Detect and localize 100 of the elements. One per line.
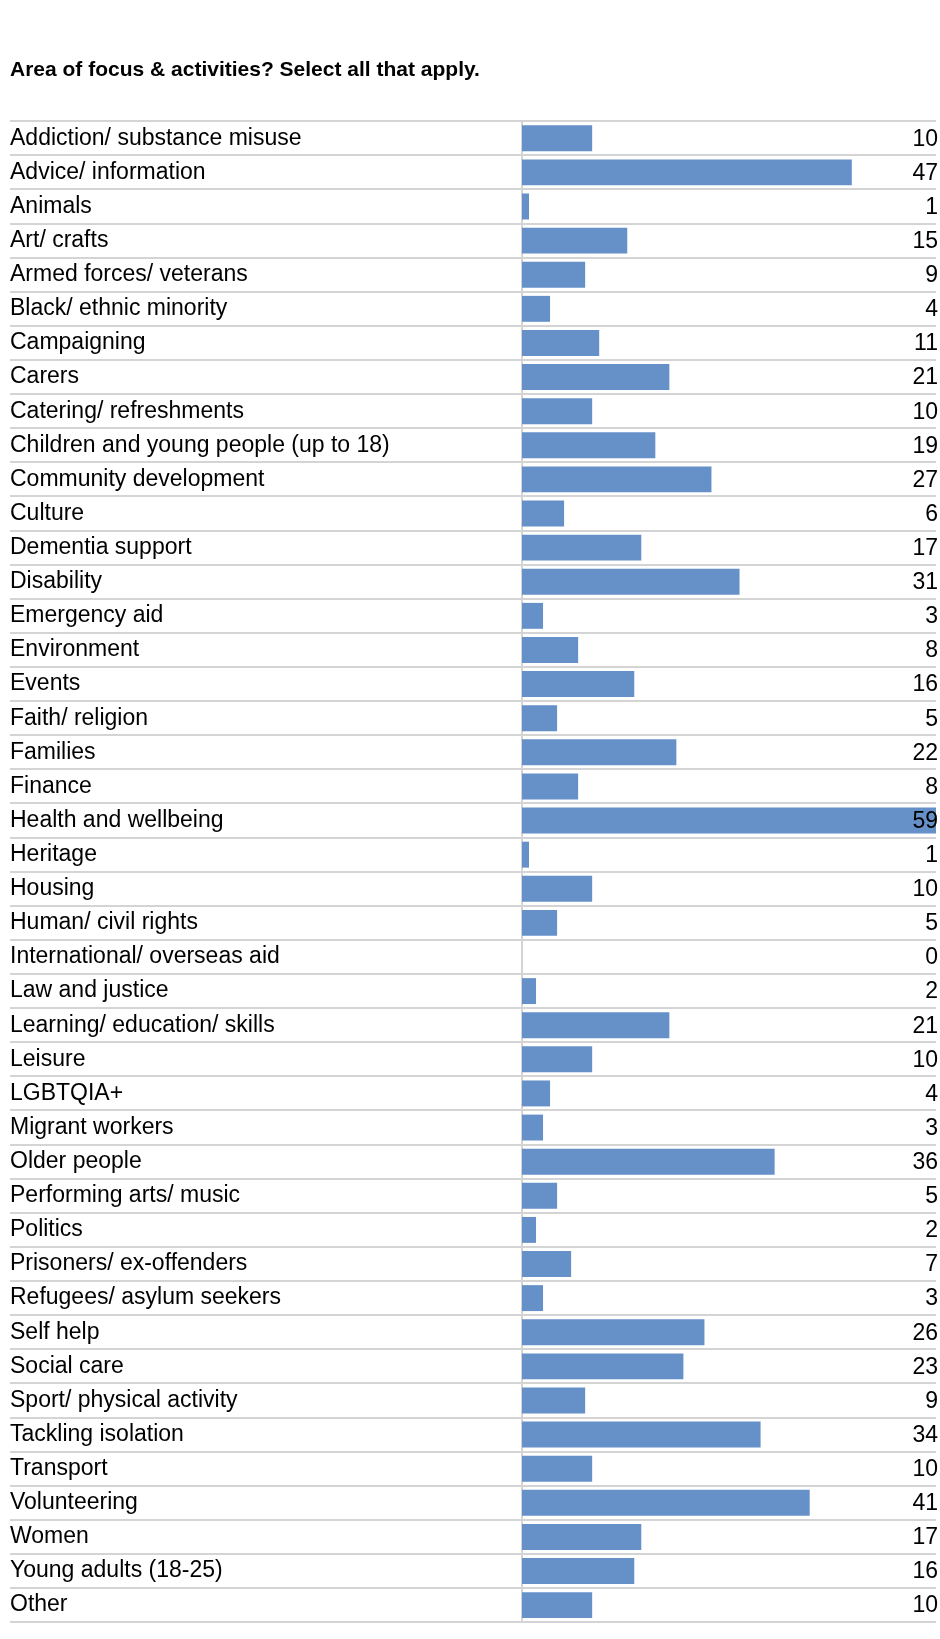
bar	[522, 1012, 670, 1039]
y-tick-label: Art/ crafts	[10, 225, 109, 252]
y-tick-label: Culture	[10, 498, 85, 525]
bar	[522, 568, 740, 595]
bar	[522, 807, 936, 834]
bar	[522, 671, 635, 698]
data-label: 11	[914, 329, 938, 356]
data-label: 21	[912, 1011, 938, 1038]
data-label: 21	[912, 363, 938, 390]
bar	[522, 1421, 761, 1448]
y-tick-label: Leisure	[10, 1044, 86, 1071]
data-label: 10	[912, 1045, 938, 1072]
bar	[522, 159, 852, 186]
data-label: 27	[912, 465, 938, 492]
y-tick-label: Addiction/ substance misuse	[10, 123, 302, 150]
y-tick-label: Health and wellbeing	[10, 805, 224, 832]
bar	[522, 1182, 558, 1209]
bar	[522, 193, 530, 220]
bar	[522, 1387, 586, 1414]
bar	[522, 1148, 775, 1175]
bar	[522, 705, 558, 732]
data-label: 2	[925, 977, 938, 1004]
y-tick-label: LGBTQIA+	[10, 1078, 124, 1105]
y-tick-label: Women	[10, 1522, 89, 1549]
y-tick-label: Sport/ physical activity	[10, 1385, 239, 1412]
y-tick-label: Law and justice	[10, 976, 169, 1003]
data-label: 7	[925, 1250, 938, 1277]
y-tick-label: Events	[10, 669, 81, 696]
y-tick-label: Campaigning	[10, 328, 146, 355]
bar	[522, 1455, 593, 1482]
data-label: 5	[925, 704, 938, 731]
y-tick-label: Refugees/ asylum seekers	[10, 1283, 282, 1310]
data-label: 6	[925, 499, 938, 526]
data-label: 17	[912, 533, 938, 560]
data-label: 16	[912, 670, 938, 697]
bar	[522, 534, 642, 561]
bar	[522, 1285, 544, 1312]
data-label: 5	[925, 1182, 938, 1209]
bar	[522, 1251, 572, 1277]
data-label: 10	[912, 397, 938, 424]
bar	[522, 1319, 705, 1346]
bar	[522, 261, 586, 288]
data-label: 10	[912, 1591, 938, 1618]
bar	[522, 398, 593, 425]
data-label: 9	[925, 1386, 938, 1413]
y-tick-label: Disability	[10, 567, 103, 594]
data-label: 8	[925, 772, 938, 799]
y-tick-label: Human/ civil rights	[10, 908, 198, 935]
data-label: 10	[912, 1455, 938, 1482]
y-tick-label: Animals	[10, 191, 92, 218]
y-tick-label: Advice/ information	[10, 157, 206, 184]
bar	[522, 841, 530, 868]
data-label: 31	[912, 568, 938, 595]
bar	[522, 1216, 537, 1243]
y-tick-label: Heritage	[10, 839, 97, 866]
data-label: 34	[912, 1420, 939, 1447]
bar	[522, 1592, 593, 1619]
bar	[522, 125, 593, 152]
bar	[522, 1114, 544, 1141]
y-tick-label: Carers	[10, 362, 80, 389]
data-label: 10	[912, 875, 938, 902]
data-label: 41	[912, 1489, 938, 1516]
bar	[522, 909, 558, 936]
y-tick-label: Migrant workers	[10, 1112, 174, 1139]
bar	[522, 432, 656, 459]
bar	[522, 739, 677, 766]
y-tick-label: Children and young people (up to 18)	[10, 430, 390, 457]
text: Area of focus & activities? Select all that apply.	[10, 57, 480, 81]
bar	[522, 1080, 551, 1107]
data-label: 10	[912, 124, 938, 151]
y-tick-label: Environment	[10, 635, 140, 662]
data-label: 3	[925, 602, 938, 629]
data-label: 26	[912, 1318, 938, 1345]
data-label: 4	[925, 1079, 939, 1106]
data-label: 47	[912, 158, 938, 185]
data-label: 17	[912, 1523, 938, 1550]
y-tick-label: Older people	[10, 1147, 142, 1174]
y-tick-label: Families	[10, 737, 96, 764]
data-label: 3	[925, 1284, 938, 1311]
y-tick-label: Transport	[10, 1454, 109, 1481]
bar	[522, 1353, 684, 1380]
bar	[522, 1489, 810, 1516]
bar	[522, 602, 544, 629]
data-label: 19	[912, 431, 938, 458]
y-tick-label: Prisoners/ ex-offenders	[10, 1249, 248, 1276]
y-tick-label: Catering/ refreshments	[10, 396, 244, 423]
y-tick-label: Self help	[10, 1317, 100, 1344]
y-tick-label: Volunteering	[10, 1488, 138, 1515]
y-tick-label: Young adults (18-25)	[10, 1556, 223, 1583]
bar	[522, 295, 551, 322]
y-tick-label: Armed forces/ veterans	[10, 260, 248, 287]
bar	[522, 364, 670, 391]
bar	[522, 875, 593, 902]
data-label: 3	[925, 1113, 938, 1140]
data-label: 1	[925, 840, 938, 867]
bar	[522, 500, 565, 527]
bar	[522, 329, 600, 356]
data-label: 1	[925, 192, 938, 219]
bar	[522, 773, 579, 800]
y-tick-label: Emergency aid	[10, 601, 164, 628]
